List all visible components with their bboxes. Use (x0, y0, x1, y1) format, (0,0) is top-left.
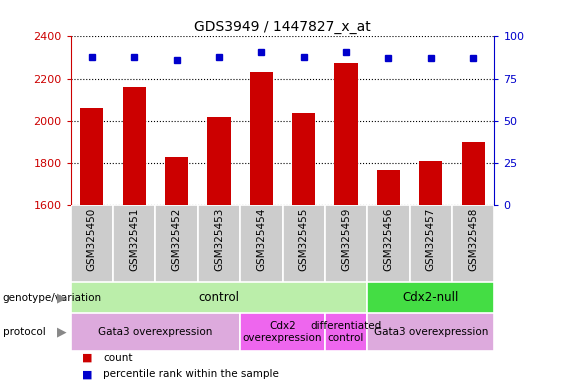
Bar (419, 161, 442, 205)
Text: GSM325457: GSM325457 (426, 208, 436, 271)
Bar (207, 117, 231, 205)
Bar (377, 170, 400, 205)
Text: GSM325453: GSM325453 (214, 208, 224, 271)
Text: ■: ■ (82, 369, 93, 379)
Bar (123, 87, 146, 205)
Bar (198, 205, 240, 282)
Title: GDS3949 / 1447827_x_at: GDS3949 / 1447827_x_at (194, 20, 371, 34)
Bar (240, 205, 282, 282)
Text: GSM325459: GSM325459 (341, 208, 351, 271)
Bar (282, 205, 325, 282)
Text: GSM325455: GSM325455 (299, 208, 308, 271)
Text: count: count (103, 353, 133, 363)
Text: GSM325456: GSM325456 (384, 208, 393, 271)
Text: control: control (198, 291, 240, 304)
Bar (71, 313, 240, 351)
Bar (367, 282, 494, 313)
Text: GSM325451: GSM325451 (129, 208, 139, 271)
Bar (334, 63, 358, 205)
Text: ▶: ▶ (56, 291, 66, 304)
Bar (367, 313, 494, 351)
Text: ▶: ▶ (56, 326, 66, 339)
Bar (410, 205, 452, 282)
Bar (113, 205, 155, 282)
Bar (250, 73, 273, 205)
Bar (325, 205, 367, 282)
Text: percentile rank within the sample: percentile rank within the sample (103, 369, 279, 379)
Text: Gata3 overexpression: Gata3 overexpression (98, 327, 212, 337)
Bar (462, 142, 485, 205)
Bar (165, 157, 188, 205)
Bar (452, 205, 494, 282)
Text: Cdx2
overexpression: Cdx2 overexpression (243, 321, 322, 343)
Text: GSM325450: GSM325450 (87, 208, 97, 271)
Bar (71, 205, 113, 282)
Text: differentiated
control: differentiated control (310, 321, 382, 343)
Text: protocol: protocol (3, 327, 46, 337)
Bar (292, 113, 315, 205)
Bar (325, 313, 367, 351)
Text: Gata3 overexpression: Gata3 overexpression (373, 327, 488, 337)
Bar (80, 108, 103, 205)
Text: ■: ■ (82, 353, 93, 363)
Text: GSM325452: GSM325452 (172, 208, 181, 271)
Bar (71, 282, 367, 313)
Bar (367, 205, 410, 282)
Bar (155, 205, 198, 282)
Text: genotype/variation: genotype/variation (3, 293, 102, 303)
Text: GSM325454: GSM325454 (257, 208, 266, 271)
Bar (240, 313, 325, 351)
Text: GSM325458: GSM325458 (468, 208, 478, 271)
Text: Cdx2-null: Cdx2-null (403, 291, 459, 304)
